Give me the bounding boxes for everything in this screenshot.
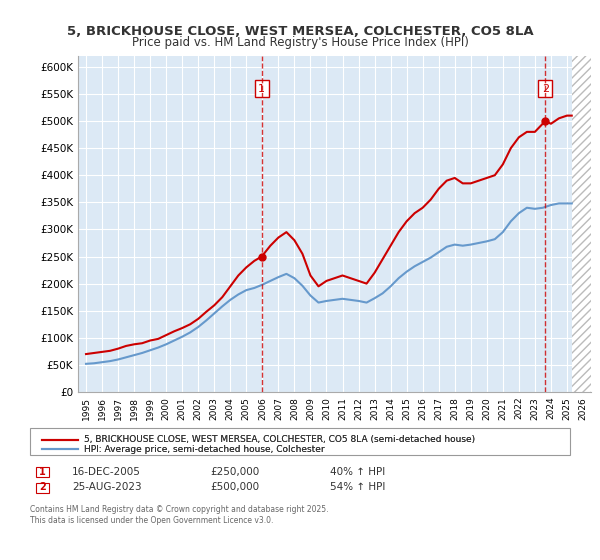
Text: 2: 2 bbox=[39, 482, 46, 492]
Text: Price paid vs. HM Land Registry's House Price Index (HPI): Price paid vs. HM Land Registry's House … bbox=[131, 36, 469, 49]
Text: HPI: Average price, semi-detached house, Colchester: HPI: Average price, semi-detached house,… bbox=[84, 445, 325, 454]
Text: Contains HM Land Registry data © Crown copyright and database right 2025.
This d: Contains HM Land Registry data © Crown c… bbox=[30, 505, 329, 525]
Text: 25-AUG-2023: 25-AUG-2023 bbox=[72, 482, 142, 492]
Text: 1: 1 bbox=[39, 466, 46, 477]
Text: 54% ↑ HPI: 54% ↑ HPI bbox=[330, 482, 385, 492]
Text: 1: 1 bbox=[258, 83, 265, 94]
Text: 2: 2 bbox=[542, 83, 549, 94]
Text: 40% ↑ HPI: 40% ↑ HPI bbox=[330, 466, 385, 477]
Text: 5, BRICKHOUSE CLOSE, WEST MERSEA, COLCHESTER, CO5 8LA (semi-detached house): 5, BRICKHOUSE CLOSE, WEST MERSEA, COLCHE… bbox=[84, 435, 475, 444]
Text: 5, BRICKHOUSE CLOSE, WEST MERSEA, COLCHESTER, CO5 8LA (semi-detached house): 5, BRICKHOUSE CLOSE, WEST MERSEA, COLCHE… bbox=[84, 435, 475, 444]
Text: 5, BRICKHOUSE CLOSE, WEST MERSEA, COLCHESTER, CO5 8LA: 5, BRICKHOUSE CLOSE, WEST MERSEA, COLCHE… bbox=[67, 25, 533, 38]
Text: £500,000: £500,000 bbox=[210, 482, 259, 492]
Text: £250,000: £250,000 bbox=[210, 466, 259, 477]
Text: 16-DEC-2005: 16-DEC-2005 bbox=[72, 466, 141, 477]
Text: HPI: Average price, semi-detached house, Colchester: HPI: Average price, semi-detached house,… bbox=[84, 445, 325, 454]
